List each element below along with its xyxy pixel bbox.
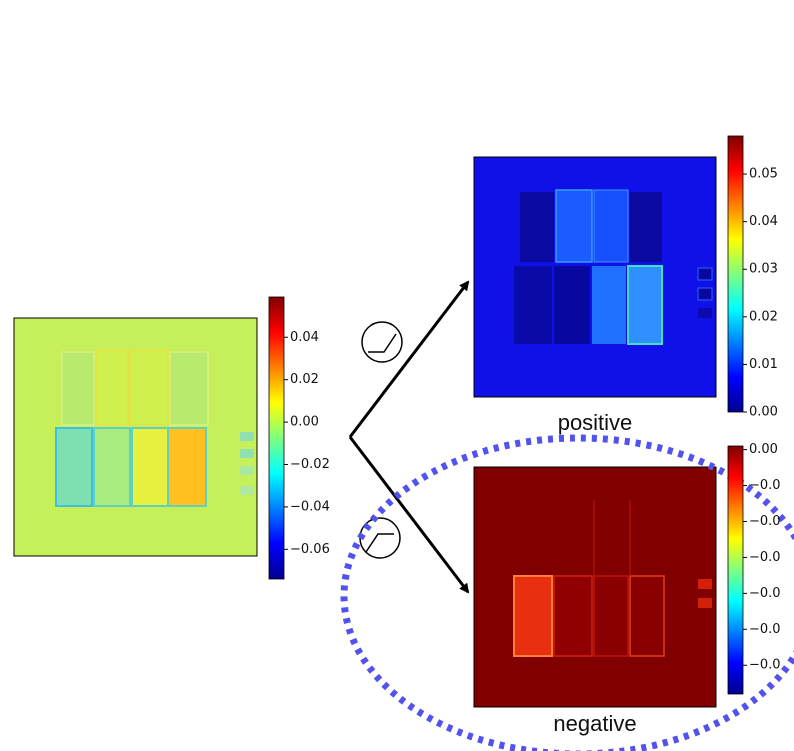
colorbar-tick-label: 0.02 — [290, 372, 319, 387]
colorbar — [269, 297, 284, 579]
colorbar — [728, 446, 743, 694]
colorbar-tick-label: 0.00 — [749, 405, 778, 420]
colorbar-tick-label: 0.02 — [749, 309, 778, 324]
colorbar-tick-label: −0.04 — [290, 499, 330, 514]
figure: positive negative 0.04 0.02 0.00 −0.02 −0.04… — [0, 0, 794, 751]
colorbar-tick-label: −0.0 — [749, 550, 781, 565]
positive-heatmap — [474, 157, 716, 397]
colorbar-tick-label: 0.05 — [749, 167, 778, 182]
caption-negative: negative — [553, 711, 636, 736]
colorbar — [728, 136, 743, 412]
colorbar-tick-label: −0.06 — [290, 542, 330, 557]
input-heatmap — [14, 318, 257, 556]
colorbar-tick-label: −0.0 — [749, 586, 781, 601]
colorbar-tick-label: 0.04 — [290, 330, 319, 345]
colorbar-tick-label: −0.02 — [290, 457, 330, 472]
colorbar-tick-label: 0.01 — [749, 357, 778, 372]
negative-heatmap — [474, 467, 716, 707]
colorbar-tick-label: 0.03 — [749, 262, 778, 277]
caption-positive: positive — [558, 410, 633, 435]
colorbar-tick-label: −0.0 — [749, 658, 781, 673]
colorbar-tick-label: 0.00 — [749, 442, 778, 457]
colorbar-tick-label: −0.0 — [749, 478, 781, 493]
arrow-positive — [350, 282, 468, 437]
arrow-negative — [350, 437, 468, 592]
colorbar-tick-label: −0.0 — [749, 622, 781, 637]
colorbar-tick-label: 0.04 — [749, 214, 778, 229]
page: {"colorbars": [ {"vlim": [-0.074, 0.059]… — [0, 0, 794, 751]
colorbar-tick-label: 0.00 — [290, 415, 319, 430]
colorbar-tick-label: −0.0 — [749, 514, 781, 529]
relu-icon — [362, 322, 402, 362]
